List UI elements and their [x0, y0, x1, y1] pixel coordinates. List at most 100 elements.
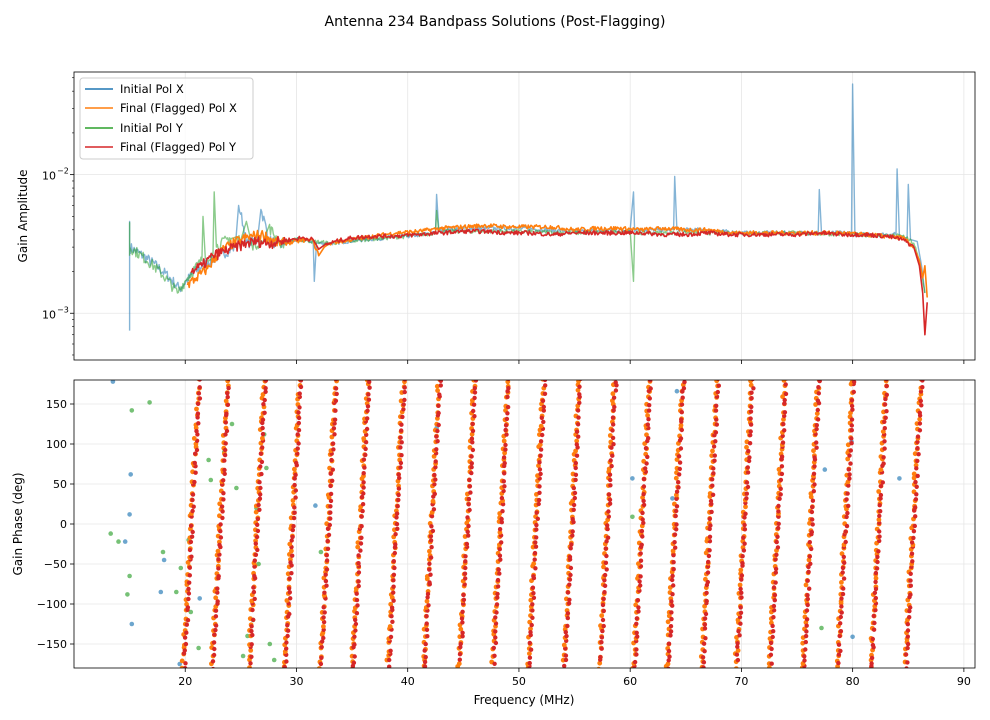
- phase-point-final-y: [672, 532, 678, 537]
- phase-point-final-y: [255, 516, 261, 522]
- phase-point-final-y: [287, 576, 292, 581]
- phase-point-final-y: [321, 615, 326, 620]
- phase-point-final-y: [611, 395, 617, 400]
- phase-point-final-y: [250, 607, 255, 613]
- phase-point-final-y: [713, 439, 718, 444]
- phase-point-final-y: [221, 478, 226, 483]
- phase-point-final-x: [735, 648, 741, 653]
- legend-label-final-y: Final (Flagged) Pol Y: [120, 140, 237, 154]
- phase-point-initial-pol-y: [630, 514, 635, 520]
- phase-point-final-y: [648, 380, 653, 383]
- phase-point-final-y: [803, 633, 809, 639]
- phase-point-final-y: [602, 590, 607, 595]
- phase-point-final-y: [461, 592, 466, 598]
- phase-point-final-y: [607, 497, 613, 502]
- phase-point-final-y: [195, 432, 200, 437]
- phase-point-final-y: [917, 421, 923, 426]
- phase-point-final-y: [495, 584, 501, 589]
- phase-point-final-y: [918, 389, 924, 394]
- phase-point-final-y: [667, 654, 672, 659]
- phase-point-final-y: [215, 590, 220, 595]
- phase-point-final-y: [744, 496, 749, 501]
- phase-point-final-y: [298, 384, 304, 390]
- phase-point-final-y: [395, 504, 400, 509]
- phase-point-final-y: [471, 402, 477, 407]
- phase-point-final-y: [364, 426, 370, 432]
- phase-point-final-y: [212, 646, 217, 652]
- phase-point-final-y: [361, 471, 366, 476]
- legend-label-initial-y: Initial Pol Y: [120, 121, 184, 135]
- phase-point-final-y: [217, 542, 222, 548]
- phase-point-final-y: [495, 577, 501, 583]
- phase-point-final-y: [436, 410, 441, 416]
- phase-point-final-y: [714, 417, 719, 422]
- phase-point-final-y: [435, 428, 440, 434]
- phase-point-final-y: [288, 596, 293, 601]
- phase-point-final-y: [534, 527, 539, 532]
- phase-point-final-x: [911, 471, 917, 477]
- phase-point-final-y: [873, 586, 879, 592]
- phase-point-final-y: [326, 532, 332, 538]
- amplitude-grid: [74, 72, 975, 360]
- phase-point-final-y: [805, 602, 810, 608]
- phase-point-final-y: [289, 571, 294, 576]
- phase-point-final-y: [609, 445, 614, 450]
- phase-point-final-y: [839, 596, 844, 601]
- phase-point-final-y: [297, 391, 302, 396]
- phase-point-final-y: [428, 538, 434, 543]
- phase-point-final-y: [805, 578, 810, 583]
- phase-point-final-y: [289, 538, 294, 543]
- phase-point-initial-pol-y: [229, 421, 235, 427]
- phase-point-final-y: [401, 402, 406, 407]
- phase-point-final-y: [738, 605, 743, 610]
- phase-point-final-y: [840, 565, 846, 571]
- phase-point-final-y: [708, 523, 713, 528]
- phase-point-final-y: [904, 666, 909, 668]
- phase-point-final-y: [388, 648, 393, 653]
- phase-point-final-y: [666, 641, 672, 646]
- phase-point-final-y: [680, 395, 685, 400]
- phase-point-final-y: [392, 565, 397, 571]
- phase-point-final-y: [258, 492, 263, 497]
- phase-point-final-y: [462, 571, 468, 576]
- phase-point-final-y: [493, 635, 498, 640]
- phase-point-final-y: [566, 601, 572, 606]
- phase-point-final-y: [394, 515, 399, 520]
- phase-point-final-y: [848, 448, 853, 453]
- phase-point-final-y: [779, 464, 785, 469]
- phase-point-final-y: [504, 432, 509, 437]
- phase-point-final-y: [213, 614, 219, 619]
- phase-point-final-y: [333, 408, 338, 413]
- phase-point-final-y: [884, 383, 889, 389]
- phase-point-final-y: [470, 428, 476, 434]
- phase-point-final-y: [192, 460, 197, 466]
- phase-point-final-y: [678, 436, 684, 441]
- phase-point-final-y: [252, 573, 257, 579]
- phase-point-final-y: [742, 522, 747, 528]
- phase-point-final-y: [911, 535, 916, 541]
- phase-point-final-y: [574, 442, 579, 447]
- phase-point-final-y: [530, 608, 535, 613]
- phase-point-final-y: [877, 534, 882, 539]
- phase-point-initial-pol-y: [264, 465, 269, 471]
- phase-point-final-y: [400, 414, 405, 420]
- phase-point-final-x: [434, 383, 440, 389]
- phase-point-final-y: [499, 516, 504, 522]
- phase-point-final-y: [809, 546, 814, 552]
- phase-point-final-y: [538, 439, 544, 444]
- phase-point-final-y: [534, 535, 539, 540]
- phase-point-final-y: [491, 645, 496, 651]
- phase-point-final-y: [882, 426, 887, 431]
- phase-point-final-y: [639, 528, 645, 534]
- phase-point-final-y: [641, 476, 647, 482]
- phase-point-final-y: [782, 428, 787, 433]
- phase-point-final-y: [610, 415, 616, 420]
- phase-point-final-y: [185, 605, 191, 610]
- phase-point-final-y: [262, 410, 267, 415]
- phase-point-final-y: [293, 495, 298, 500]
- phase-point-final-y: [645, 422, 650, 427]
- phase-point-final-y: [670, 592, 675, 597]
- phase-point-final-y: [218, 535, 224, 540]
- phase-point-final-y: [747, 455, 752, 460]
- phase-point-final-y: [528, 630, 533, 635]
